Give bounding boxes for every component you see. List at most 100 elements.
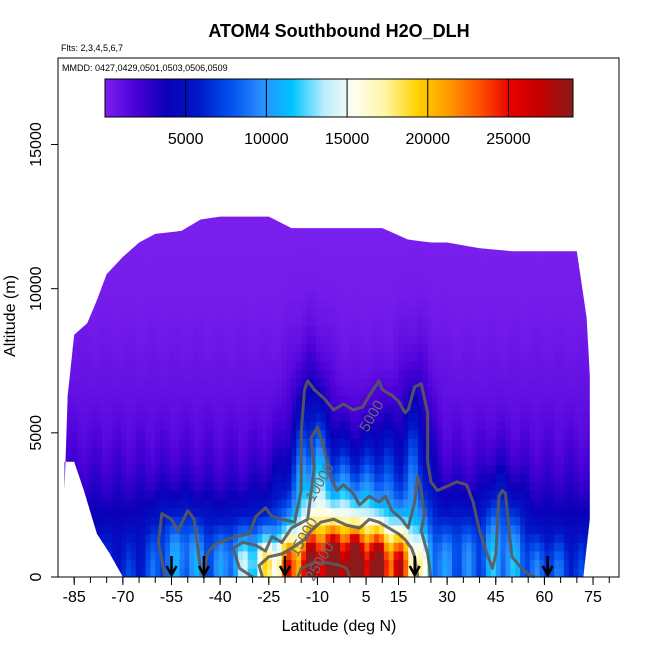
heat-cell — [87, 248, 93, 258]
heat-cell — [77, 551, 83, 561]
heat-cell — [208, 516, 215, 526]
heat-cell — [413, 473, 419, 483]
heat-cell — [466, 533, 472, 543]
heat-cell — [476, 300, 482, 310]
heat-cell — [276, 300, 283, 310]
heat-cell — [82, 369, 88, 379]
heat-cell — [524, 300, 531, 310]
heat-cell — [121, 421, 127, 431]
heat-cell — [203, 291, 210, 301]
heat-cell — [101, 481, 108, 491]
heat-cell — [393, 542, 399, 552]
heat-cell — [237, 282, 244, 292]
heat-cell — [544, 343, 550, 353]
heat-cell — [423, 205, 428, 214]
heat-cell — [578, 473, 584, 483]
heat-cell — [369, 334, 375, 344]
heat-cell — [554, 274, 560, 284]
heat-cell — [174, 248, 180, 258]
heat-cell — [233, 412, 239, 422]
heat-cell — [549, 352, 555, 362]
heat-cell — [169, 464, 176, 474]
heat-cell — [568, 429, 574, 439]
heat-cell — [257, 334, 263, 344]
heat-cell — [554, 248, 560, 258]
heat-cell — [486, 216, 492, 223]
heat-cell — [179, 352, 185, 362]
heat-cell — [296, 421, 302, 431]
heat-cell — [213, 568, 219, 577]
heat-cell — [340, 378, 346, 388]
heat-cell — [471, 473, 477, 483]
heat-cell — [422, 447, 429, 457]
heat-cell — [160, 533, 166, 543]
heat-cell — [101, 317, 108, 327]
heat-cell — [549, 386, 555, 396]
heat-cell — [369, 438, 375, 448]
heat-cell — [106, 239, 112, 249]
heat-cell — [388, 533, 395, 543]
heat-cell — [223, 334, 229, 344]
heat-cell — [578, 447, 584, 457]
heat-cell — [598, 222, 603, 231]
heat-cell — [310, 404, 317, 414]
heat-cell — [257, 196, 262, 205]
heat-cell — [77, 369, 83, 379]
heat-cell — [413, 369, 419, 379]
heat-cell — [344, 222, 351, 232]
heat-cell — [160, 473, 166, 483]
heat-cell — [101, 464, 108, 474]
heat-cell — [559, 222, 565, 232]
heat-cell — [417, 239, 424, 249]
heat-cell — [466, 282, 472, 292]
heat-cell — [529, 216, 536, 223]
heat-cell — [437, 533, 443, 543]
heat-cell — [588, 248, 590, 258]
heat-cell — [140, 343, 146, 353]
heat-cell — [320, 216, 326, 223]
heat-cell — [374, 239, 380, 249]
heat-cell — [189, 231, 195, 241]
heat-cell — [194, 343, 200, 353]
heat-cell — [471, 282, 477, 292]
heat-cell — [340, 404, 346, 414]
heat-cell — [106, 248, 112, 258]
heat-cell — [111, 231, 117, 241]
heat-cell — [573, 326, 579, 336]
heat-cell — [471, 274, 477, 284]
heat-cell — [315, 533, 322, 543]
heat-cell — [486, 490, 492, 500]
heat-cell — [194, 317, 200, 327]
heat-cell — [563, 429, 570, 439]
heat-cell — [257, 490, 263, 500]
heat-cell — [315, 412, 322, 422]
heat-cell — [603, 542, 608, 551]
heat-cell — [194, 490, 200, 500]
heat-cell — [150, 421, 156, 431]
heat-cell — [87, 196, 92, 205]
heat-cell — [58, 430, 63, 439]
heat-cell — [598, 292, 603, 301]
heat-cell — [476, 559, 482, 569]
heat-cell — [72, 404, 78, 414]
heat-cell — [593, 473, 598, 482]
heat-cell — [608, 404, 613, 413]
heat-cell — [184, 265, 190, 275]
heat-cell — [476, 265, 482, 275]
heat-cell — [87, 447, 93, 457]
heat-cell — [461, 369, 467, 379]
heat-cell — [82, 386, 88, 396]
heat-cell — [388, 481, 395, 491]
heat-cell — [252, 507, 258, 517]
heat-cell — [96, 438, 103, 448]
heat-cell — [208, 447, 215, 457]
heat-cell — [169, 317, 176, 327]
heat-cell — [603, 482, 608, 491]
heat-cell — [184, 222, 190, 232]
heat-cell — [456, 507, 463, 517]
heat-cell — [383, 507, 390, 517]
heat-cell — [203, 386, 210, 396]
heat-cell — [608, 456, 613, 465]
heat-cell — [500, 352, 506, 362]
heat-cell — [559, 343, 565, 353]
